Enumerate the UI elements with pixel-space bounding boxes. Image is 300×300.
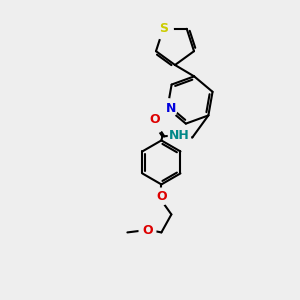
Text: O: O xyxy=(149,113,160,126)
Text: NH: NH xyxy=(169,129,190,142)
Text: O: O xyxy=(142,224,153,237)
Text: N: N xyxy=(166,102,177,115)
Text: O: O xyxy=(156,190,167,203)
Text: S: S xyxy=(159,22,168,35)
